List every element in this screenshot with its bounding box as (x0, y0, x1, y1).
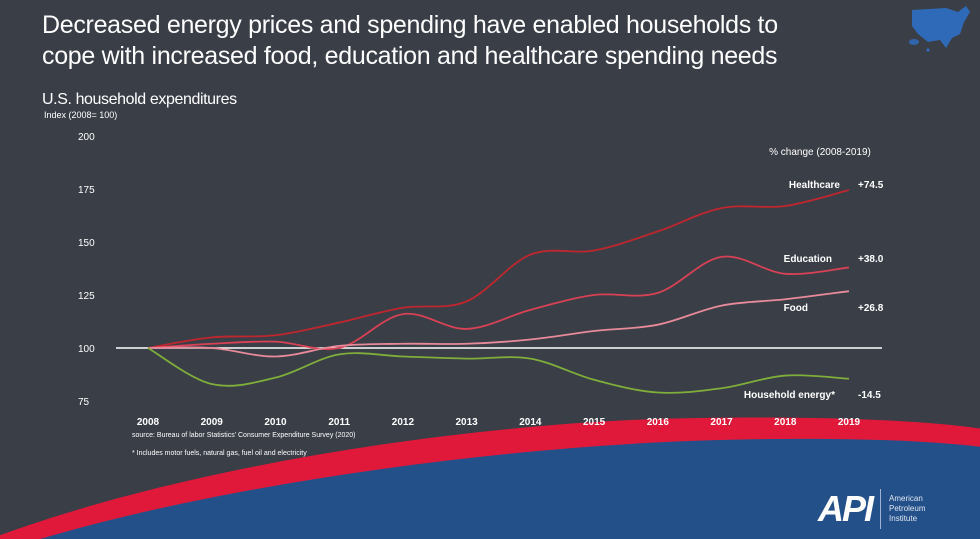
series-line-energy (147, 347, 850, 394)
api-logo: API American Petroleum Institute (818, 488, 925, 530)
series-change-education: +38.0 (858, 254, 884, 265)
y-tick-label: 150 (78, 238, 95, 249)
series-label-energy: Household energy* (744, 390, 835, 401)
chart-title: U.S. household expenditures (42, 91, 237, 108)
x-tick-label: 2016 (647, 417, 670, 428)
y-tick-label: 75 (78, 397, 90, 408)
series-line-education (147, 255, 850, 351)
series-change-food: +26.8 (858, 303, 884, 314)
x-tick-label: 2019 (838, 417, 861, 428)
series-label-healthcare: Healthcare (789, 180, 841, 191)
x-tick-label: 2011 (328, 417, 350, 428)
api-logo-mark: API (818, 488, 874, 529)
series-line-healthcare (147, 189, 850, 349)
logo-text: American Petroleum Institute (889, 494, 925, 524)
logo-text-line: Institute (889, 514, 918, 523)
x-tick-label: 2008 (137, 417, 160, 428)
title-line-1: Decreased energy prices and spending hav… (42, 11, 778, 39)
logo-text-line: American (889, 494, 923, 503)
x-tick-label: 2010 (264, 417, 287, 428)
legend-header: % change (2008-2019) (769, 147, 871, 158)
x-tick-label: 2017 (710, 417, 733, 428)
footnote: * Includes motor fuels, natural gas, fue… (132, 450, 307, 457)
series-line-food (147, 290, 850, 358)
x-tick-label: 2018 (774, 417, 797, 428)
y-tick-label: 100 (78, 344, 95, 355)
x-tick-label: 2009 (201, 417, 224, 428)
x-tick-label: 2012 (392, 417, 415, 428)
us-map-icon (909, 6, 970, 52)
x-tick-label: 2013 (456, 417, 479, 428)
title-line-2: cope with increased food, education and … (42, 42, 778, 70)
logo-text-line: Petroleum (889, 504, 926, 513)
source-note: source: Bureau of labor Statistics' Cons… (132, 432, 356, 439)
series-change-energy: -14.5 (858, 390, 881, 401)
series-label-education: Education (784, 254, 832, 265)
y-tick-label: 200 (78, 132, 95, 143)
y-tick-label: 125 (78, 291, 95, 302)
page-title: Decreased energy prices and spending hav… (42, 10, 778, 72)
y-axis-label: Index (2008= 100) (44, 110, 118, 120)
logo-divider (880, 489, 882, 529)
x-tick-label: 2014 (519, 417, 542, 428)
series-label-food: Food (784, 303, 808, 314)
y-tick-label: 175 (78, 185, 95, 196)
blue-band (40, 438, 980, 539)
series-change-healthcare: +74.5 (858, 180, 884, 191)
x-tick-label: 2015 (583, 417, 606, 428)
